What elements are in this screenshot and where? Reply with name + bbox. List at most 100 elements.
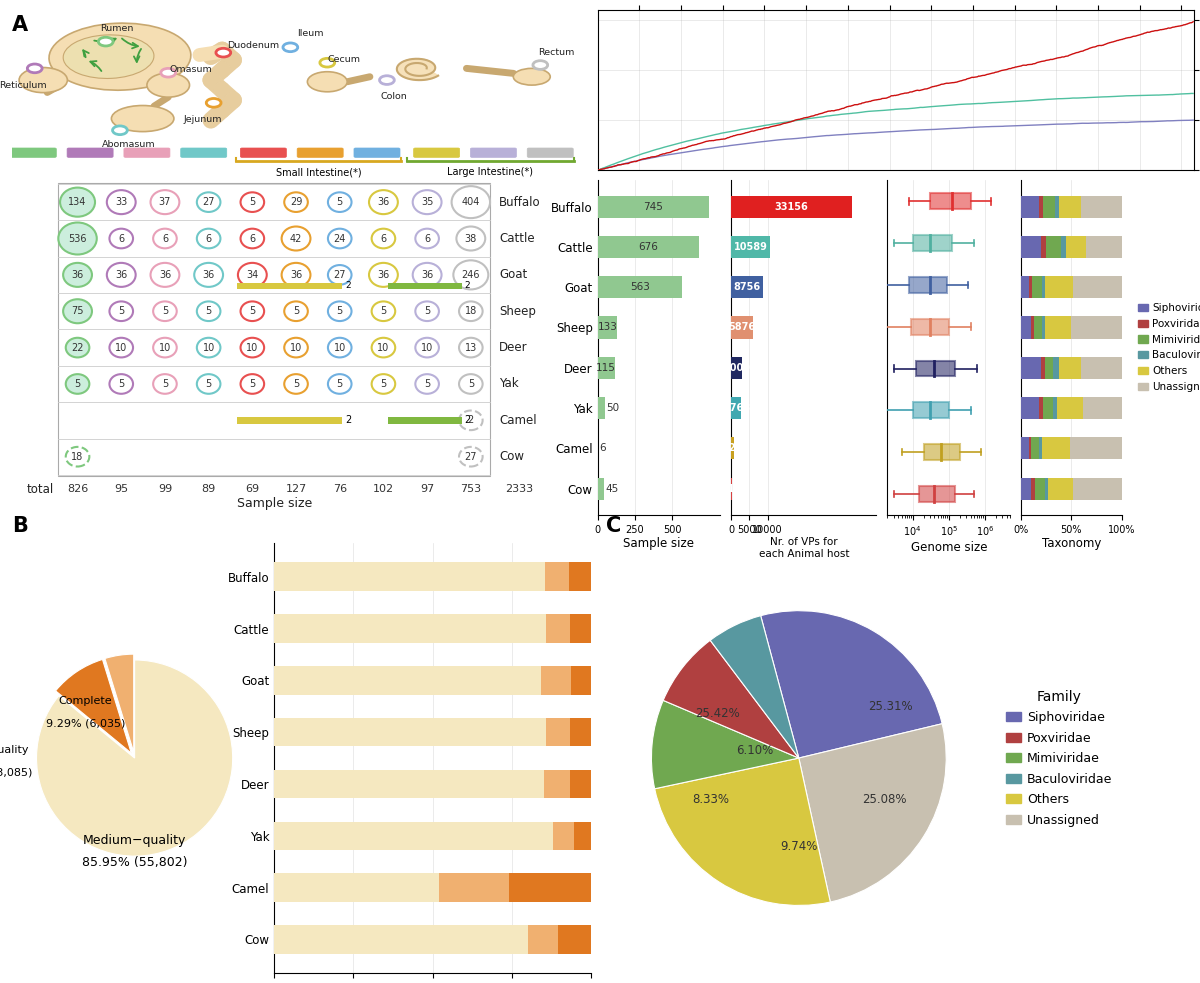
Bar [1054, 397, 1057, 419]
Text: 6.10%: 6.10% [736, 744, 773, 757]
Bar [1045, 478, 1049, 499]
Circle shape [284, 375, 308, 394]
Text: Small Intestine(*): Small Intestine(*) [276, 167, 361, 177]
FancyBboxPatch shape [527, 148, 574, 157]
Wedge shape [664, 640, 799, 758]
Text: 10: 10 [377, 343, 390, 353]
Bar [1045, 357, 1054, 378]
Bar [1086, 236, 1122, 258]
Text: 27: 27 [203, 198, 215, 207]
Text: Abomasum: Abomasum [102, 140, 155, 148]
Bar [1061, 236, 1067, 258]
Text: 38: 38 [464, 234, 476, 244]
Text: 5: 5 [468, 379, 474, 389]
Circle shape [154, 229, 176, 249]
Circle shape [282, 226, 311, 251]
Text: 536: 536 [68, 234, 86, 244]
Text: 5: 5 [424, 307, 431, 317]
Bar [1049, 478, 1073, 499]
Bar [1031, 317, 1034, 338]
Text: Jejunum: Jejunum [184, 115, 222, 124]
Bar [1057, 397, 1084, 419]
Text: 745: 745 [643, 202, 664, 211]
Circle shape [194, 262, 223, 287]
Bar [1021, 397, 1039, 419]
Text: 99: 99 [158, 485, 172, 494]
Text: 246: 246 [462, 270, 480, 280]
Text: 2: 2 [464, 416, 470, 426]
Text: 2: 2 [468, 416, 474, 426]
Circle shape [415, 229, 439, 249]
Text: 36: 36 [115, 270, 127, 280]
Text: 217: 217 [721, 484, 742, 493]
FancyBboxPatch shape [913, 235, 952, 251]
Bar [1042, 236, 1046, 258]
Circle shape [109, 338, 133, 358]
Text: Deer: Deer [499, 341, 528, 354]
Bar [1081, 357, 1122, 378]
Text: 36: 36 [290, 270, 302, 280]
Text: Cattle: Cattle [499, 232, 535, 245]
Bar [553, 822, 574, 850]
Text: Complete: Complete [59, 696, 113, 706]
Circle shape [415, 375, 439, 394]
Ellipse shape [64, 34, 154, 79]
Ellipse shape [146, 73, 190, 97]
Text: 34: 34 [246, 270, 258, 280]
Text: Yak: Yak [499, 377, 518, 390]
FancyBboxPatch shape [414, 148, 460, 157]
Text: 97: 97 [420, 485, 434, 494]
Circle shape [240, 229, 264, 249]
Bar [598, 317, 618, 338]
Ellipse shape [514, 69, 551, 86]
Circle shape [282, 262, 311, 287]
Text: Large Intestine(*): Large Intestine(*) [448, 167, 533, 177]
Text: Ileum: Ileum [296, 29, 324, 38]
Text: 36: 36 [421, 270, 433, 280]
Text: 36: 36 [203, 270, 215, 280]
Circle shape [240, 302, 264, 321]
FancyBboxPatch shape [124, 148, 170, 157]
FancyBboxPatch shape [354, 148, 400, 157]
Wedge shape [652, 700, 799, 788]
Bar [1072, 317, 1122, 338]
Text: 5: 5 [293, 379, 299, 389]
Wedge shape [36, 660, 233, 856]
Circle shape [60, 188, 95, 216]
FancyBboxPatch shape [924, 444, 960, 460]
Circle shape [197, 193, 221, 212]
Bar [1060, 196, 1081, 217]
Circle shape [284, 338, 308, 358]
Circle shape [370, 262, 398, 287]
Text: High−quality: High−quality [0, 745, 29, 755]
Text: 115: 115 [596, 363, 616, 373]
Bar [1031, 478, 1036, 499]
Text: 25.42%: 25.42% [695, 708, 740, 721]
Text: 5: 5 [380, 379, 386, 389]
Text: 36: 36 [377, 270, 390, 280]
Bar [1021, 437, 1030, 459]
Text: 6: 6 [118, 234, 125, 244]
FancyBboxPatch shape [930, 194, 971, 209]
Text: 42: 42 [290, 234, 302, 244]
Bar [274, 562, 545, 591]
Bar [598, 357, 614, 378]
Wedge shape [710, 615, 799, 758]
Text: 5: 5 [162, 379, 168, 389]
Bar [238, 417, 342, 424]
FancyBboxPatch shape [470, 148, 516, 157]
Text: 5: 5 [250, 307, 256, 317]
Bar [598, 397, 605, 419]
Circle shape [109, 302, 133, 321]
Text: 45: 45 [606, 484, 619, 493]
Bar [545, 562, 569, 591]
Bar [1030, 437, 1031, 459]
Text: Camel: Camel [499, 414, 536, 427]
Bar [1042, 357, 1045, 378]
Text: 10: 10 [246, 343, 258, 353]
Circle shape [197, 375, 221, 394]
Text: 5: 5 [424, 379, 431, 389]
Text: 85.95% (55,802): 85.95% (55,802) [82, 856, 187, 869]
Text: 5: 5 [337, 198, 343, 207]
Bar [1034, 317, 1043, 338]
